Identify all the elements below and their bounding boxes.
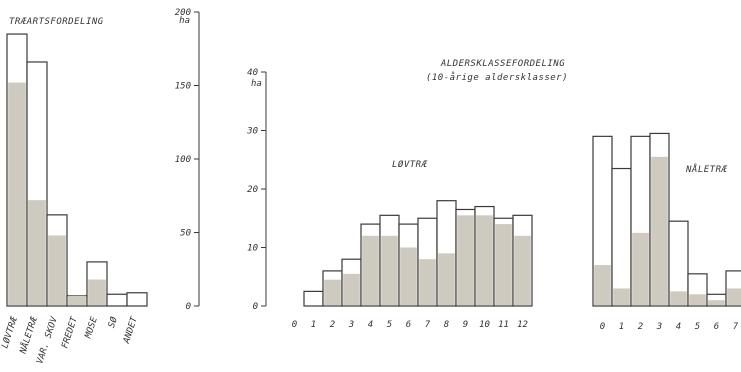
bar-share-1-3 (343, 273, 360, 306)
bar-share-1-4 (362, 235, 379, 306)
bar-share-1-12 (514, 235, 531, 306)
bar-share-1-7 (419, 259, 436, 306)
x-label-1-8: 8 (444, 320, 449, 330)
bar-share-1-2 (324, 279, 341, 306)
age-class-title: ALDERSKLASSEFORDELING (440, 59, 565, 69)
bar-total-0-5 (106, 293, 128, 307)
conifer-x-labels: 0 1 2 3 4 5 6 7 (600, 322, 739, 332)
bar-total-1-1 (303, 290, 324, 307)
x-label-0-2: VAR. SKOV (35, 315, 60, 365)
x-label-1-5: 5 (387, 320, 392, 330)
bar-share-2-3 (651, 156, 668, 306)
y-tick-label-ax200-ticks-2: 100 (175, 155, 191, 165)
deciduous-x-labels: 0 1 2 3 4 5 6 7 8 9 10 11 12 (292, 320, 528, 330)
x-label-2-6: 6 (714, 322, 719, 332)
conifer-bars (592, 132, 741, 307)
y-tick-label-ax200-ticks-0: 0 (186, 302, 191, 312)
hectare-axis-40-ticks: 0 10 20 30 40 (246, 68, 266, 312)
x-label-0-5: SØ (106, 315, 120, 329)
hectare-axis-40: ha 0 10 20 30 40 (246, 68, 267, 312)
bar-share-1-6 (400, 247, 417, 306)
bar-share-0-0 (8, 82, 26, 306)
bar-total-2-4 (668, 220, 689, 307)
x-label-1-7: 7 (425, 320, 431, 330)
x-label-2-4: 4 (676, 322, 681, 332)
x-label-0-4: MOSE (83, 315, 100, 340)
x-label-2-3: 3 (656, 322, 662, 332)
x-label-2-5: 5 (695, 322, 700, 332)
hectare-axis-200: ha 0 50 100 150 200 (175, 8, 200, 312)
bar-total-0-6 (126, 292, 148, 307)
y-tick-label-ax200-ticks-3: 150 (175, 82, 191, 92)
x-label-1-10: 10 (479, 320, 490, 330)
y-tick-label-ax200-ticks-4: 200 (175, 8, 191, 18)
x-label-2-0: 0 (600, 322, 605, 332)
x-label-1-2: 2 (330, 320, 335, 330)
deciduous-age-class-chart: LØVTRÆ 0 1 2 3 4 5 6 7 8 9 10 11 12 (292, 159, 533, 330)
bar-share-2-7 (727, 288, 741, 306)
bar-share-0-4 (88, 279, 106, 306)
x-label-1-11: 11 (498, 320, 509, 330)
bar-share-2-4 (670, 291, 687, 306)
y-tick-label-ax40-ticks-1: 10 (247, 244, 258, 254)
deciduous-chart-label: LØVTRÆ (392, 159, 428, 170)
bar-share-2-0 (594, 265, 611, 306)
deciduous-bars (303, 200, 533, 307)
y-tick-label-ax40-ticks-4: 40 (247, 68, 258, 78)
bar-share-2-6 (708, 300, 725, 306)
bar-share-0-3 (68, 295, 86, 306)
conifer-chart-label: NÅLETRÆ (685, 163, 728, 175)
x-label-2-7: 7 (733, 322, 739, 332)
bar-share-1-8 (438, 253, 455, 306)
x-label-2-2: 2 (638, 322, 643, 332)
x-label-0-6: ANDET (122, 315, 140, 345)
y-tick-label-ax40-ticks-3: 30 (246, 127, 258, 137)
conifer-age-class-chart: NÅLETRÆ 0 1 2 3 4 5 6 7 (592, 132, 741, 332)
species-bars (6, 33, 148, 307)
bar-share-2-5 (689, 294, 706, 306)
x-label-0-0: LØVTRÆ (0, 315, 20, 350)
x-label-0-1: NÅLETRÆ (16, 315, 40, 356)
x-label-1-6: 6 (406, 320, 411, 330)
hectare-axis-200-ticks: 0 50 100 150 200 (175, 8, 199, 312)
bar-share-1-11 (495, 224, 512, 306)
species-chart-title: TRÆARTSFORDELING (9, 17, 104, 27)
y-tick-label-ax40-ticks-0: 0 (253, 302, 258, 312)
bar-share-0-2 (48, 235, 66, 306)
hectare-axis-40-unit: ha (251, 79, 262, 89)
y-tick-label-ax200-ticks-1: 50 (180, 229, 191, 239)
x-label-0-3: FREDET (60, 315, 80, 350)
x-label-1-4: 4 (368, 320, 373, 330)
age-class-subtitle: (10-årige aldersklasser) (426, 72, 568, 83)
bar-share-2-1 (613, 288, 630, 306)
bar-share-2-2 (632, 232, 649, 306)
bar-share-0-1 (28, 200, 46, 306)
bar-share-1-5 (381, 235, 398, 306)
x-label-1-1: 1 (311, 320, 316, 330)
y-tick-label-ax40-ticks-2: 20 (247, 185, 258, 195)
x-label-1-9: 9 (463, 320, 468, 330)
bar-share-1-10 (476, 215, 493, 306)
x-label-1-12: 12 (517, 320, 528, 330)
x-label-1-0: 0 (292, 320, 297, 330)
x-label-2-1: 1 (619, 322, 624, 332)
x-label-1-3: 3 (348, 320, 354, 330)
hectare-axis-200-unit: ha (179, 16, 190, 26)
bar-share-1-9 (457, 215, 474, 306)
bar-total-2-1 (611, 167, 632, 307)
